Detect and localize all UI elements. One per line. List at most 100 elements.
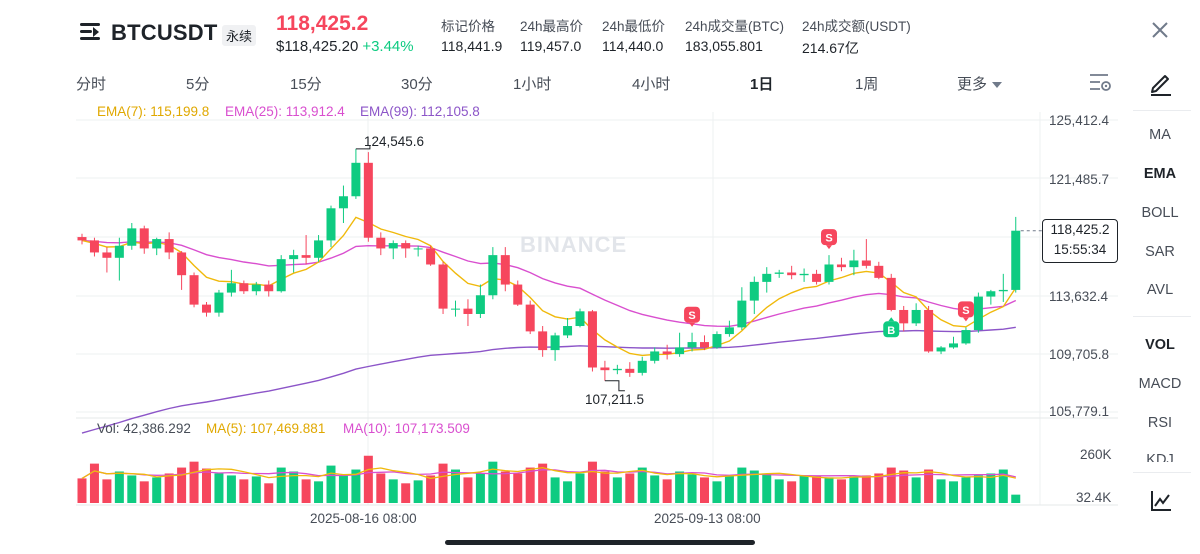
volume-bar <box>861 475 871 503</box>
change-percent: +3.44% <box>362 38 414 55</box>
buy-signal <box>883 321 900 338</box>
volume-bar <box>998 469 1008 503</box>
candle <box>114 245 124 258</box>
volume-bar <box>77 478 87 503</box>
candle <box>239 283 249 292</box>
tab-timeframe-4h[interactable]: 4小时 <box>632 76 671 93</box>
volume-bar <box>401 483 411 503</box>
indicator-rsi[interactable]: RSI <box>1147 415 1173 431</box>
volume-bar <box>251 476 261 503</box>
y-tick-label: 109,705.8 <box>1049 347 1110 362</box>
candle <box>799 273 809 276</box>
volume-bar <box>687 474 697 503</box>
volume-bar <box>500 471 510 503</box>
tab-timeframe-15m[interactable]: 15分 <box>290 76 322 93</box>
tab-timeframe-1d[interactable]: 1日 <box>750 76 774 93</box>
pencil-icon[interactable] <box>1149 70 1173 96</box>
candle <box>251 284 261 292</box>
volume-bar <box>961 477 971 503</box>
candle <box>563 326 573 336</box>
volume-bar <box>475 473 485 503</box>
candle <box>675 347 685 355</box>
candle <box>812 273 822 282</box>
tab-timeframe-more[interactable]: 更多 <box>957 73 1003 94</box>
menu-icon[interactable] <box>80 22 102 42</box>
close-icon[interactable] <box>1148 18 1172 42</box>
candle <box>388 243 398 249</box>
current-price-tag: 118,425.2 15:55:34 <box>1042 219 1118 263</box>
volume-bar <box>724 475 734 503</box>
candle <box>737 300 747 328</box>
volume-bar <box>451 469 460 503</box>
volume-bar <box>762 473 772 503</box>
indicator-vol[interactable]: VOL <box>1145 337 1175 353</box>
stat-label-mark-price: 标记价格 <box>441 19 495 34</box>
candle <box>326 208 336 241</box>
stat-label-24h-high: 24h最高价 <box>520 19 584 34</box>
tab-timeframe-30m[interactable]: 30分 <box>401 76 433 93</box>
candle <box>724 327 734 335</box>
indicator-kdj[interactable]: KDJ <box>1146 452 1174 462</box>
volume-bar <box>737 467 747 503</box>
volume-bar <box>127 475 137 503</box>
volume-bar <box>749 470 759 503</box>
volume-bar <box>301 479 311 503</box>
stat-value-24h-high: 119,457.0 <box>520 38 582 54</box>
volume-bar <box>799 475 809 503</box>
volume-bar <box>886 467 896 503</box>
chart-settings-icon[interactable] <box>1088 71 1112 93</box>
indicator-ema[interactable]: EMA <box>1143 166 1177 182</box>
candle <box>463 308 473 314</box>
candle <box>650 351 660 361</box>
low-marker-line <box>604 380 625 392</box>
volume-bar <box>899 470 909 503</box>
candle <box>774 272 784 274</box>
volume-bar <box>177 467 187 503</box>
tab-timeframe-5m[interactable]: 5分 <box>186 76 210 93</box>
volume-bar <box>189 461 199 503</box>
volume-bar <box>949 481 958 503</box>
volume-bar <box>600 471 610 503</box>
x-tick-label: 2025-09-13 08:00 <box>654 511 761 526</box>
indicator-sar[interactable]: SAR <box>1145 244 1175 260</box>
candle <box>264 284 274 292</box>
volume-bar <box>426 475 436 503</box>
volume-bar <box>363 455 373 503</box>
indicator-avl[interactable]: AVL <box>1146 282 1174 298</box>
volume-bar <box>513 473 523 503</box>
last-price: 118,425.2 <box>276 12 369 35</box>
candle <box>513 284 523 305</box>
high-price-annotation: 124,545.6 <box>364 134 425 149</box>
chart-tools-icon[interactable] <box>1149 489 1173 513</box>
volume-bar <box>612 477 622 503</box>
symbol-title[interactable]: BTCUSDT <box>111 20 218 45</box>
volume-bar <box>700 477 709 503</box>
volume-y-tick: 32.4K <box>1076 490 1112 505</box>
candle <box>102 252 112 258</box>
candle <box>787 272 797 276</box>
indicator-macd[interactable]: MACD <box>1138 376 1182 392</box>
indicator-boll[interactable]: BOLL <box>1141 205 1179 221</box>
candle <box>276 259 286 292</box>
current-price-value: 118,425.2 <box>1050 222 1110 237</box>
volume-bar <box>438 463 448 503</box>
tab-timeframe-1h[interactable]: 1小时 <box>513 76 552 93</box>
volume-bar <box>650 475 660 503</box>
volume-bar <box>836 479 846 503</box>
indicator-panel: MA EMA BOLL SAR AVL VOL MACD RSI KDJ <box>1131 60 1200 554</box>
volume-bar <box>388 479 398 503</box>
candle <box>687 342 697 348</box>
tab-timeframe-1w[interactable]: 1周 <box>855 76 879 93</box>
stat-value-mark-price: 118,441.9 <box>441 38 503 54</box>
volume-bar <box>712 481 722 503</box>
contract-tag: 永续 <box>222 25 257 46</box>
candle <box>164 239 174 253</box>
candle <box>637 360 647 373</box>
tab-timeframe-line[interactable]: 分时 <box>76 76 107 93</box>
legend-ema7: EMA(7): 115,199.8 <box>97 104 210 119</box>
more-label: 更多 <box>957 76 988 93</box>
volume-bar <box>376 473 386 503</box>
usd-price-value: $118,425.20 <box>276 38 359 55</box>
indicator-ma[interactable]: MA <box>1149 127 1171 143</box>
